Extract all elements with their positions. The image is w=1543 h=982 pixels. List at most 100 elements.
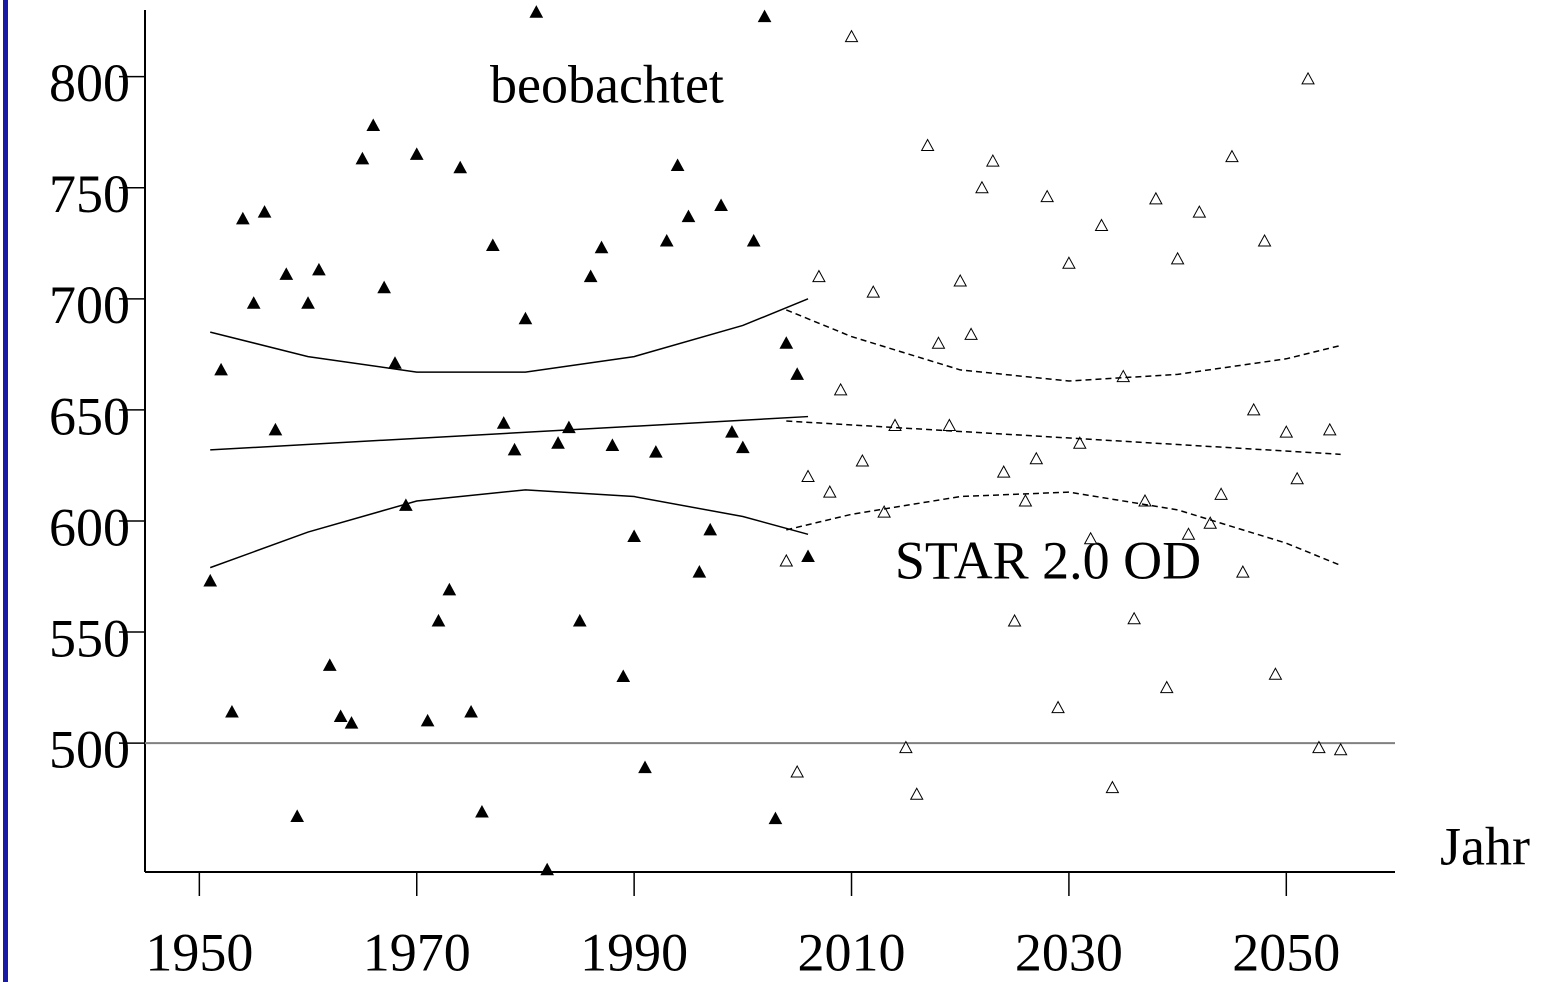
data-point bbox=[1149, 191, 1163, 205]
data-point bbox=[899, 740, 913, 754]
data-point bbox=[214, 362, 228, 376]
data-point bbox=[1138, 493, 1152, 507]
trend-line bbox=[209, 489, 809, 569]
data-point bbox=[551, 436, 565, 449]
data-point bbox=[833, 382, 848, 396]
data-point bbox=[246, 296, 261, 309]
data-point bbox=[572, 613, 587, 627]
data-point bbox=[594, 240, 609, 254]
data-point bbox=[344, 716, 359, 729]
data-point bbox=[1083, 531, 1098, 545]
data-point bbox=[649, 445, 663, 458]
left-border bbox=[3, 0, 8, 982]
data-point bbox=[985, 154, 1000, 167]
data-point bbox=[475, 804, 489, 818]
trend-line bbox=[210, 298, 809, 373]
data-point bbox=[757, 9, 772, 23]
data-point bbox=[659, 234, 674, 247]
x-tick-label: 2050 bbox=[1232, 922, 1340, 982]
trend-line bbox=[210, 415, 809, 451]
trend-line bbox=[786, 309, 1341, 382]
data-point bbox=[518, 311, 533, 325]
data-point bbox=[1312, 740, 1326, 754]
data-point bbox=[801, 469, 815, 483]
data-point bbox=[1322, 422, 1337, 436]
data-point bbox=[1159, 680, 1174, 694]
data-point bbox=[562, 420, 576, 434]
data-point bbox=[1301, 71, 1315, 85]
data-point bbox=[1279, 425, 1294, 438]
data-point bbox=[366, 118, 381, 132]
data-point bbox=[1246, 402, 1261, 416]
data-point bbox=[779, 336, 794, 349]
data-point bbox=[616, 669, 631, 682]
data-point bbox=[225, 704, 239, 718]
data-point bbox=[953, 273, 968, 287]
y-tick-label: 750 bbox=[49, 164, 130, 224]
data-point bbox=[735, 440, 750, 454]
data-point bbox=[920, 138, 935, 152]
data-point bbox=[257, 205, 272, 218]
data-point bbox=[583, 269, 598, 283]
data-point bbox=[790, 764, 805, 778]
data-point bbox=[203, 573, 218, 587]
data-point bbox=[1333, 742, 1348, 756]
y-tick-label: 600 bbox=[49, 497, 130, 557]
data-point bbox=[975, 180, 989, 194]
data-point bbox=[1257, 234, 1272, 247]
data-point bbox=[1062, 256, 1076, 269]
y-tick-label: 700 bbox=[49, 275, 130, 335]
data-point bbox=[507, 442, 522, 456]
data-point bbox=[485, 238, 500, 251]
data-point bbox=[801, 549, 815, 563]
data-point bbox=[529, 5, 544, 18]
data-point bbox=[1214, 487, 1228, 500]
trend-line bbox=[786, 491, 1341, 567]
data-point bbox=[1105, 780, 1120, 794]
data-point bbox=[790, 367, 805, 380]
data-point bbox=[496, 416, 511, 429]
data-point bbox=[1029, 451, 1044, 465]
x-tick-label: 2010 bbox=[798, 922, 906, 982]
y-tick-label: 500 bbox=[49, 720, 130, 780]
data-point bbox=[605, 438, 620, 451]
data-point bbox=[1018, 493, 1033, 507]
data-point bbox=[388, 356, 402, 369]
data-point bbox=[812, 269, 826, 283]
data-point bbox=[670, 158, 685, 172]
data-point bbox=[1094, 218, 1109, 231]
x-tick-label: 1970 bbox=[363, 922, 471, 982]
y-tick-label: 650 bbox=[49, 386, 130, 446]
data-point bbox=[746, 234, 761, 247]
x-tick-label: 2030 bbox=[1015, 922, 1123, 982]
x-tick-label: 1990 bbox=[580, 922, 688, 982]
data-point bbox=[377, 280, 391, 294]
data-point bbox=[866, 285, 881, 298]
data-point bbox=[1225, 149, 1239, 163]
data-point bbox=[235, 211, 250, 225]
data-point bbox=[420, 713, 435, 727]
x-axis-label: Jahr bbox=[1440, 816, 1530, 876]
data-point bbox=[714, 198, 728, 212]
data-point bbox=[768, 811, 783, 825]
data-point bbox=[779, 553, 794, 567]
data-point bbox=[822, 485, 837, 498]
data-point bbox=[996, 465, 1011, 478]
data-point bbox=[638, 760, 652, 774]
data-point bbox=[453, 160, 468, 174]
data-point bbox=[909, 787, 924, 800]
data-point bbox=[931, 336, 946, 349]
data-point bbox=[1170, 251, 1185, 265]
data-point bbox=[355, 151, 370, 165]
y-tick-label: 800 bbox=[49, 53, 130, 113]
data-point bbox=[1203, 516, 1218, 529]
data-point bbox=[942, 418, 957, 431]
annotation: beobachtet bbox=[490, 54, 724, 114]
data-point bbox=[692, 565, 707, 578]
data-point bbox=[1051, 700, 1065, 714]
data-point bbox=[1127, 611, 1141, 625]
data-point bbox=[268, 422, 283, 436]
data-point bbox=[290, 809, 305, 822]
data-point bbox=[725, 425, 739, 438]
